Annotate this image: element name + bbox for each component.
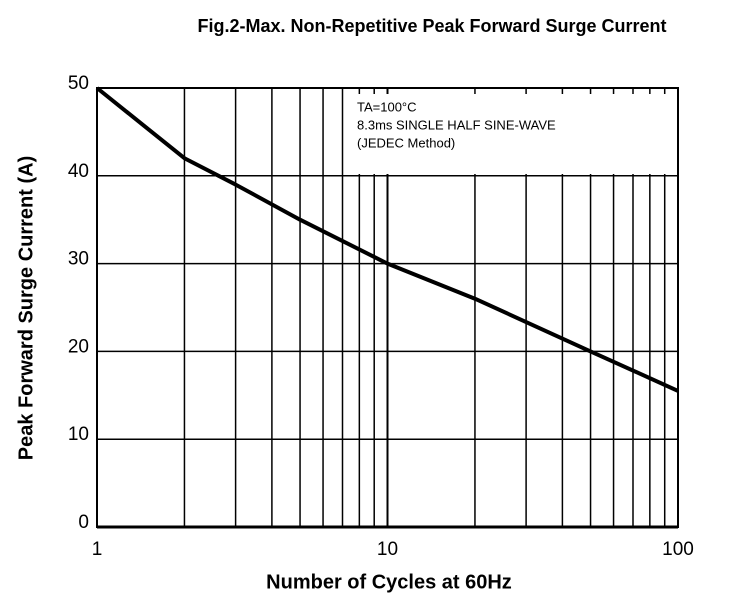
y-tick-label: 40 xyxy=(68,161,89,182)
chart-title: Fig.2-Max. Non-Repetitive Peak Forward S… xyxy=(197,16,666,36)
plot-frame xyxy=(96,87,679,528)
x-tick-label: 10 xyxy=(377,539,398,560)
y-tick-label: 10 xyxy=(68,424,89,445)
y-tick-label: 50 xyxy=(68,73,89,94)
y-tick-label: 20 xyxy=(68,336,89,357)
y-axis-label: Peak Forward Surge Current (A) xyxy=(15,156,37,461)
annotation: TA=100°C xyxy=(357,99,417,114)
annotation-box xyxy=(350,94,668,174)
y-tick-label: 30 xyxy=(68,249,89,270)
data-line xyxy=(95,86,679,393)
y-tick-label: 0 xyxy=(78,512,89,533)
annotation: (JEDEC Method) xyxy=(357,135,455,150)
annotation: 8.3ms SINGLE HALF SINE-WAVE xyxy=(357,117,556,132)
x-tick-label: 100 xyxy=(662,539,694,560)
x-axis-label: Number of Cycles at 60Hz xyxy=(266,571,512,593)
x-tick-label: 1 xyxy=(92,539,103,560)
